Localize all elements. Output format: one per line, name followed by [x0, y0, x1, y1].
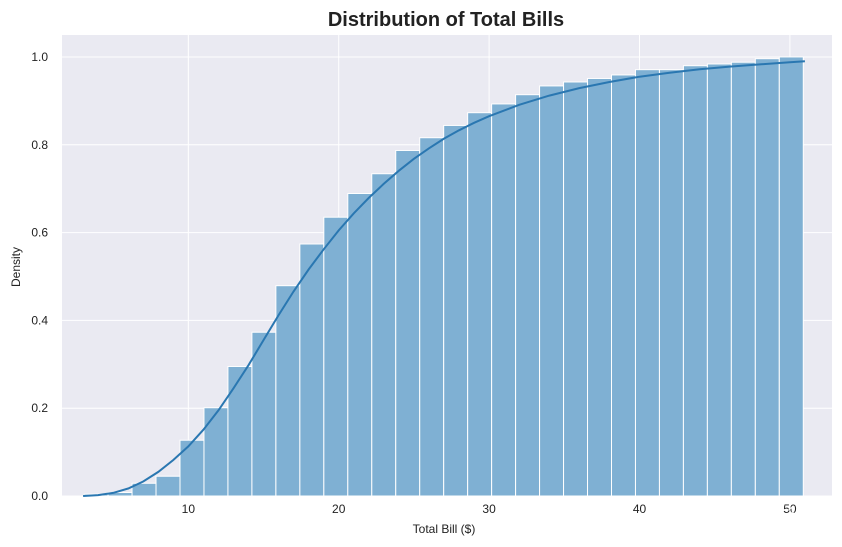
histogram-bar — [299, 243, 325, 497]
y-tick-label: 1.0 — [31, 50, 48, 64]
y-axis-label: Density — [9, 247, 23, 287]
y-tick-label: 0.2 — [31, 401, 48, 415]
chart-title: Distribution of Total Bills — [328, 9, 564, 31]
histogram-bar — [419, 137, 445, 497]
kde-cdf-line — [83, 60, 805, 497]
y-tick-label: 0.6 — [31, 226, 48, 240]
histogram-bars — [83, 56, 804, 497]
histogram-bar — [778, 56, 804, 497]
histogram-bar — [155, 475, 181, 497]
histogram-bar — [203, 407, 229, 497]
x-axis-label: Total Bill ($) — [413, 522, 476, 536]
tick-labels: 10 20 30 40 50 0.0 0.2 0.4 0.6 0.8 1.0 — [31, 50, 797, 516]
watermark-text: 知乎 @动手哥123 — [648, 502, 823, 527]
histogram-bar — [515, 94, 541, 497]
histogram-bar — [275, 285, 301, 497]
histogram-bar — [682, 65, 708, 497]
histogram-bar — [371, 173, 397, 497]
x-tick-label: 30 — [482, 502, 496, 516]
histogram-bar — [179, 439, 205, 497]
histogram-bar — [754, 58, 780, 497]
histogram-bar — [706, 63, 732, 497]
x-tick-label: 50 — [783, 502, 797, 516]
histogram-bar — [587, 77, 612, 497]
histogram-bar — [634, 69, 660, 497]
histogram-bar — [491, 103, 517, 497]
histogram-bar — [658, 69, 684, 497]
histogram-bar — [467, 112, 493, 497]
x-tick-label: 20 — [332, 502, 346, 516]
y-tick-label: 0.4 — [31, 313, 48, 327]
histogram-bar — [730, 61, 756, 497]
histogram-bar — [443, 124, 469, 497]
histogram-bar — [251, 331, 277, 497]
x-tick-label: 40 — [633, 502, 647, 516]
histogram-bar — [395, 149, 421, 497]
histogram-bar — [347, 192, 373, 497]
histogram-bar — [563, 81, 589, 497]
histogram-bar — [323, 216, 349, 497]
y-tick-label: 0.8 — [31, 138, 48, 152]
histogram-bar — [227, 365, 253, 497]
histogram-bar — [610, 74, 636, 497]
histogram-bar — [539, 85, 565, 497]
x-tick-label: 10 — [182, 502, 196, 516]
y-tick-label: 0.0 — [31, 489, 48, 503]
